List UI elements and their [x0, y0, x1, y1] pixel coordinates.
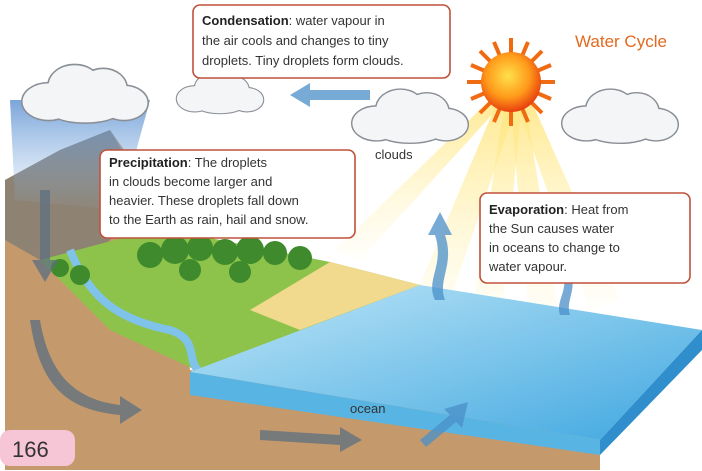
clouds-label: clouds [375, 147, 413, 162]
text-line: in oceans to change to [489, 240, 620, 255]
cloud [23, 65, 148, 122]
text-line: the Sun causes water [489, 221, 615, 236]
text-line: in clouds become larger and [109, 174, 272, 189]
cloud [177, 74, 263, 114]
term: Condensation [202, 13, 289, 28]
text-line: : Heat from [564, 202, 628, 217]
evaporation-text: Evaporation: Heat from [489, 202, 628, 217]
sun [467, 38, 555, 126]
text-line: : The droplets [188, 155, 268, 170]
term: Evaporation [489, 202, 564, 217]
condensation-text: Condensation: water vapour in [202, 13, 385, 28]
text-line: the air cools and changes to tiny [202, 33, 389, 48]
ocean-label: ocean [350, 401, 385, 416]
text-line: water vapour. [488, 259, 567, 274]
precipitation-text: Precipitation: The droplets [109, 155, 268, 170]
text-line: droplets. Tiny droplets form clouds. [202, 53, 404, 68]
page-number: 166 [12, 437, 49, 462]
cloud [562, 90, 677, 143]
text-line: : water vapour in [289, 13, 385, 28]
text-line: to the Earth as rain, hail and snow. [109, 212, 308, 227]
text-line: heavier. These droplets fall down [109, 193, 299, 208]
title: Water Cycle [575, 32, 667, 51]
water-cycle-diagram: Water Cycle Condensation: water vapour i… [0, 0, 702, 471]
term: Precipitation [109, 155, 188, 170]
